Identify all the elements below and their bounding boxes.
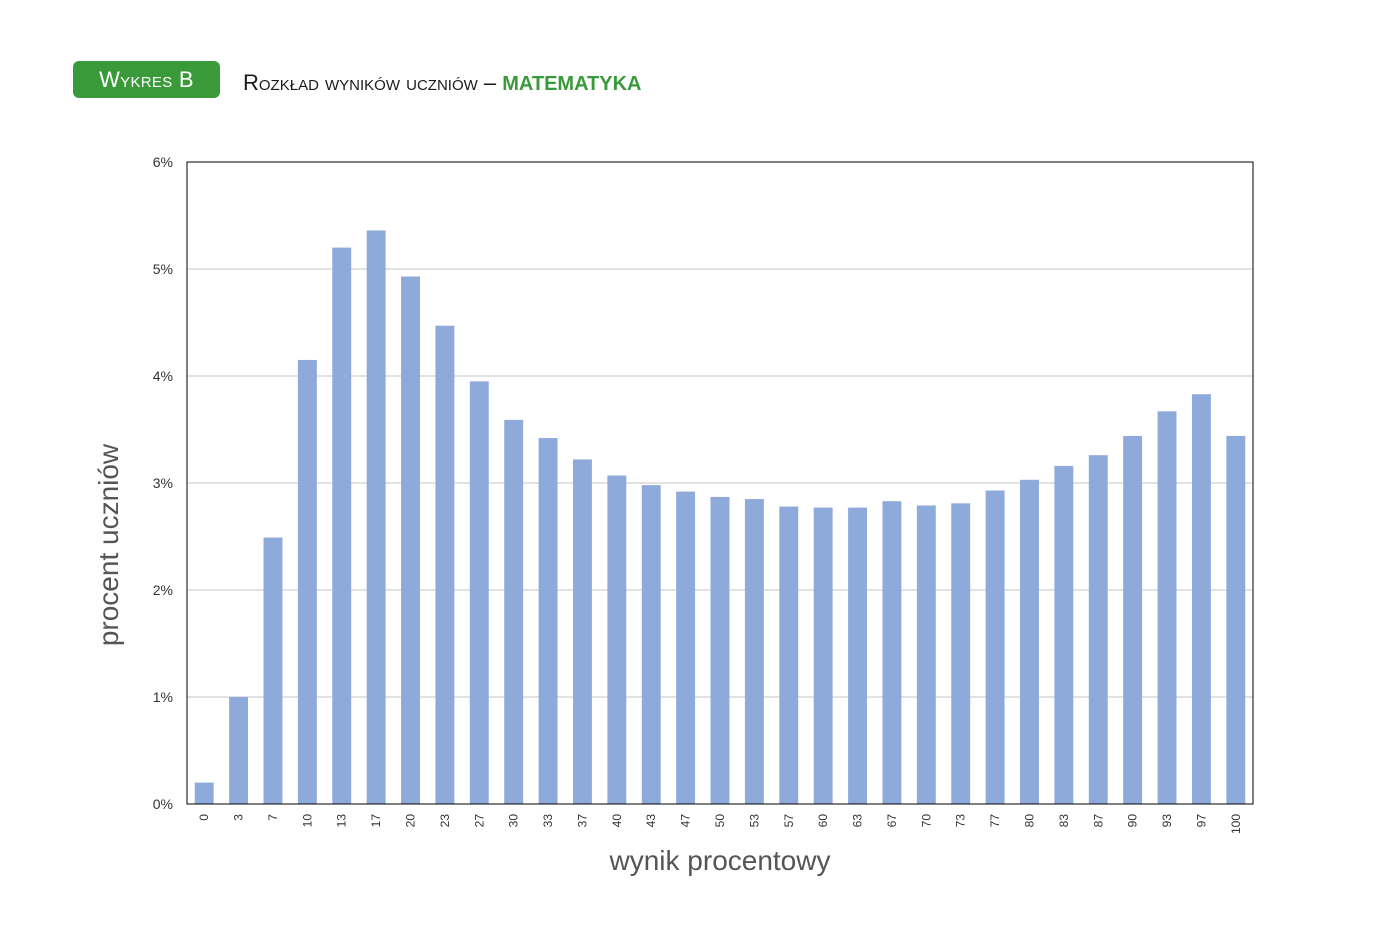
- y-tick-label: 0%: [153, 796, 173, 812]
- plot-frame: [186, 161, 1254, 805]
- y-tick-label: 3%: [153, 475, 173, 491]
- x-tick-label: 47: [679, 814, 693, 828]
- x-tick-labels: 0 3 7 10 13 17 20 23 27 30 33 37 40 43 47 50 53 57 60 63 67 7…: [197, 814, 1243, 834]
- x-tick-label: 77: [988, 814, 1002, 828]
- bar: [572, 459, 592, 804]
- x-tick-label: 13: [335, 814, 349, 828]
- x-tick-label: 87: [1091, 814, 1105, 828]
- bar: [366, 230, 386, 805]
- bar: [744, 499, 764, 804]
- x-tick-label: 7: [266, 814, 280, 821]
- x-tick-label: 53: [747, 814, 761, 828]
- x-axis-label: wynik procentowy: [609, 845, 831, 876]
- bar: [813, 507, 833, 804]
- y-tick-label: 5%: [153, 261, 173, 277]
- bar: [676, 491, 696, 804]
- x-tick-label: 20: [404, 814, 418, 828]
- x-tick-label: 57: [782, 814, 796, 828]
- y-tick-label: 4%: [153, 368, 173, 384]
- bar: [229, 697, 249, 804]
- title-text: Rozkład wyników uczniów: [243, 70, 478, 95]
- bar: [779, 506, 799, 804]
- x-tick-label: 60: [816, 814, 830, 828]
- bar: [1226, 435, 1246, 804]
- badge-label: Wykres B: [99, 66, 194, 92]
- bar: [1123, 435, 1143, 804]
- bar: [848, 507, 868, 804]
- bar: [882, 501, 902, 804]
- x-tick-label: 3: [232, 814, 246, 821]
- bar: [641, 485, 661, 804]
- bar: [194, 782, 214, 804]
- x-tick-label: 90: [1126, 814, 1140, 828]
- x-tick-label: 33: [541, 814, 555, 828]
- x-tick-label: 30: [507, 814, 521, 828]
- title-dash: –: [477, 70, 503, 95]
- bar: [916, 505, 936, 804]
- x-tick-label: 27: [472, 814, 486, 828]
- x-tick-label: 17: [369, 814, 383, 828]
- x-tick-label: 23: [438, 814, 452, 828]
- bar: [607, 475, 627, 804]
- x-tick-label: 100: [1229, 814, 1243, 834]
- x-tick-label: 37: [575, 814, 589, 828]
- bar: [1157, 411, 1177, 804]
- x-tick-label: 83: [1057, 814, 1071, 828]
- x-tick-label: 93: [1160, 814, 1174, 828]
- x-tick-label: 63: [851, 814, 865, 828]
- x-tick-label: 80: [1022, 814, 1036, 828]
- y-tick-label: 6%: [153, 154, 173, 170]
- bars: [194, 230, 1246, 805]
- bar: [1054, 465, 1074, 804]
- bar: [332, 247, 352, 805]
- y-tick-label: 1%: [153, 689, 173, 705]
- bar: [710, 496, 730, 804]
- x-tick-label: 70: [919, 814, 933, 828]
- chart-title: Rozkład wyników uczniów – MATEMATYKA: [243, 70, 642, 96]
- x-tick-label: 73: [954, 814, 968, 828]
- bar: [1020, 479, 1039, 804]
- bar: [401, 276, 420, 804]
- title-subject: MATEMATYKA: [502, 73, 642, 95]
- x-tick-label: 40: [610, 814, 624, 828]
- chart-badge: Wykres B: [73, 61, 220, 98]
- y-axis-label: procent uczniów: [93, 443, 124, 646]
- bar: [985, 490, 1005, 804]
- bar: [263, 537, 283, 804]
- bar: [951, 503, 971, 804]
- x-tick-label: 43: [644, 814, 658, 828]
- bar: [1088, 455, 1108, 804]
- bar: [1191, 394, 1211, 804]
- x-tick-label: 67: [885, 814, 899, 828]
- bar: [469, 381, 489, 804]
- x-tick-label: 50: [713, 814, 727, 828]
- y-tick-label: 2%: [153, 582, 173, 598]
- bar: [504, 419, 524, 804]
- x-tick-label: 97: [1194, 814, 1208, 828]
- x-tick-label: 10: [300, 814, 314, 828]
- y-tick-labels: 0% 1% 2% 3% 4% 5% 6%: [153, 154, 173, 812]
- bar: [297, 359, 317, 804]
- bar: [538, 438, 558, 804]
- bar: [435, 325, 455, 804]
- x-tick-label: 0: [197, 814, 211, 821]
